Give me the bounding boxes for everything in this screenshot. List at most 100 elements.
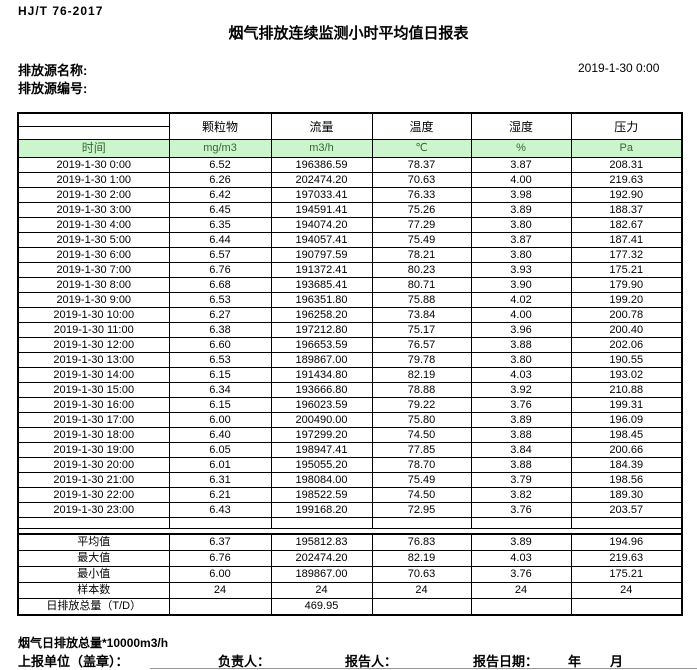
row-time: 2019-1-30 1:00 (17, 172, 170, 188)
month-label: 月 (610, 654, 624, 669)
unit-particulate: mg/m3 (168, 139, 272, 158)
unit-flow: m3/h (270, 139, 373, 158)
value-cell: 6.45 (168, 202, 272, 218)
table-row: 2019-1-30 7:00 6.76 191372.41 80.23 3.93 175.… (17, 262, 683, 278)
value-cell: 202474.20 (270, 172, 373, 188)
summary-label: 最小值 (17, 566, 170, 583)
value-cell: 4.00 (470, 172, 572, 188)
value-cell: 75.26 (371, 202, 472, 218)
value-cell: 6.27 (168, 307, 272, 323)
spacer-cell (270, 517, 373, 529)
value-cell: 75.88 (371, 292, 472, 308)
value-cell: 74.50 (371, 487, 472, 503)
value-cell: 6.53 (168, 352, 272, 368)
value-cell: 196023.59 (270, 397, 373, 413)
value-cell: 194057.41 (270, 232, 373, 248)
value-cell: 191372.41 (270, 262, 373, 278)
spacer-cell (17, 517, 170, 529)
value-cell: 219.63 (570, 172, 683, 188)
value-cell: 3.80 (470, 352, 572, 368)
value-cell: 4.02 (470, 292, 572, 308)
value-cell: 3.76 (470, 502, 572, 518)
value-cell: 198.56 (570, 472, 683, 488)
value-cell: 6.76 (168, 550, 272, 567)
summary-label: 平均值 (17, 533, 170, 551)
value-cell: 197033.41 (270, 187, 373, 203)
table-row: 2019-1-30 8:00 6.68 193685.41 80.71 3.90 179.… (17, 277, 683, 293)
value-cell: 193.02 (570, 367, 683, 383)
value-cell: 75.49 (371, 472, 472, 488)
header-empty-cell-top (17, 112, 170, 127)
row-time: 2019-1-30 8:00 (17, 277, 170, 293)
table-row: 2019-1-30 11:00 6.38 197212.80 75.17 3.96 200… (17, 322, 683, 338)
table-row: 2019-1-30 22:00 6.21 198522.59 74.50 3.82 189… (17, 487, 683, 503)
table-row: 2019-1-30 5:00 6.44 194057.41 75.49 3.87 187.… (17, 232, 683, 248)
value-cell: 188.37 (570, 202, 683, 218)
value-cell: 189.30 (570, 487, 683, 503)
table-row: 2019-1-30 20:00 6.01 195055.20 78.70 3.88 184… (17, 457, 683, 473)
time-header: 时间 (17, 139, 170, 158)
value-cell: 82.19 (371, 550, 472, 567)
summary-label: 日排放总量（T/D） (17, 598, 170, 616)
unit-pressure: Pa (570, 139, 683, 158)
value-cell: 76.57 (371, 337, 472, 353)
value-cell: 3.84 (470, 442, 572, 458)
value-cell: 194074.20 (270, 217, 373, 233)
value-cell: 75.17 (371, 322, 472, 338)
value-cell: 6.40 (168, 427, 272, 443)
value-cell: 192.90 (570, 187, 683, 203)
value-cell: 3.87 (470, 157, 572, 173)
value-cell: 177.32 (570, 247, 683, 263)
row-time: 2019-1-30 17:00 (17, 412, 170, 428)
value-cell: 6.00 (168, 566, 272, 583)
table-row: 2019-1-30 18:00 6.40 197299.20 74.50 3.88 198… (17, 427, 683, 443)
report-unit-label: 上报单位（盖章）： (18, 654, 129, 669)
section-divider (17, 528, 683, 535)
value-cell: 6.37 (168, 533, 272, 551)
table-row: 2019-1-30 21:00 6.31 198084.00 75.49 3.79 198… (17, 472, 683, 488)
value-cell: 76.83 (371, 533, 472, 551)
value-cell: 196653.59 (270, 337, 373, 353)
value-cell: 4.03 (470, 550, 572, 567)
row-time: 2019-1-30 7:00 (17, 262, 170, 278)
value-cell: 198084.00 (270, 472, 373, 488)
value-cell: 3.80 (470, 247, 572, 263)
table-row: 2019-1-30 23:00 6.43 199168.20 72.95 3.76 203… (17, 502, 683, 518)
value-cell: 3.89 (470, 533, 572, 551)
value-cell: 6.35 (168, 217, 272, 233)
value-cell: 24 (168, 582, 272, 599)
value-cell: 202.06 (570, 337, 683, 353)
value-cell: 76.33 (371, 187, 472, 203)
value-cell: 199.20 (570, 292, 683, 308)
value-cell: 3.76 (470, 566, 572, 583)
header-row-top: 颗粒物 流量 温度 湿度 压力 (17, 112, 683, 140)
row-time: 2019-1-30 2:00 (17, 187, 170, 203)
value-cell: 3.89 (470, 412, 572, 428)
row-time: 2019-1-30 4:00 (17, 217, 170, 233)
value-cell: 80.71 (371, 277, 472, 293)
value-cell: 208.31 (570, 157, 683, 173)
value-cell: 78.37 (371, 157, 472, 173)
value-cell: 3.76 (470, 397, 572, 413)
value-cell: 3.87 (470, 232, 572, 248)
footnote: 烟气日排放总量*10000m3/h (18, 636, 169, 650)
value-cell: 3.80 (470, 217, 572, 233)
summary-body: 平均值 6.37 195812.83 76.83 3.89 194.96 最大值 6.76 20… (17, 533, 683, 616)
value-cell: 200.78 (570, 307, 683, 323)
row-time: 2019-1-30 14:00 (17, 367, 170, 383)
source-name-label: 排放源名称: (18, 63, 88, 78)
value-cell: 200.66 (570, 442, 683, 458)
source-code-label: 排放源编号: (18, 81, 88, 96)
table-row: 2019-1-30 12:00 6.60 196653.59 76.57 3.88 202… (17, 337, 683, 353)
value-cell: 6.00 (168, 412, 272, 428)
value-cell: 199168.20 (270, 502, 373, 518)
column-header-pressure: 压力 (570, 112, 683, 140)
value-cell: 70.63 (371, 566, 472, 583)
table-row: 2019-1-30 9:00 6.53 196351.80 75.88 4.02 199.… (17, 292, 683, 308)
table-row: 2019-1-30 14:00 6.15 191434.80 82.19 4.03 193… (17, 367, 683, 383)
value-cell: 184.39 (570, 457, 683, 473)
value-cell: 73.84 (371, 307, 472, 323)
value-cell: 189867.00 (270, 566, 373, 583)
value-cell: 469.95 (270, 598, 373, 616)
